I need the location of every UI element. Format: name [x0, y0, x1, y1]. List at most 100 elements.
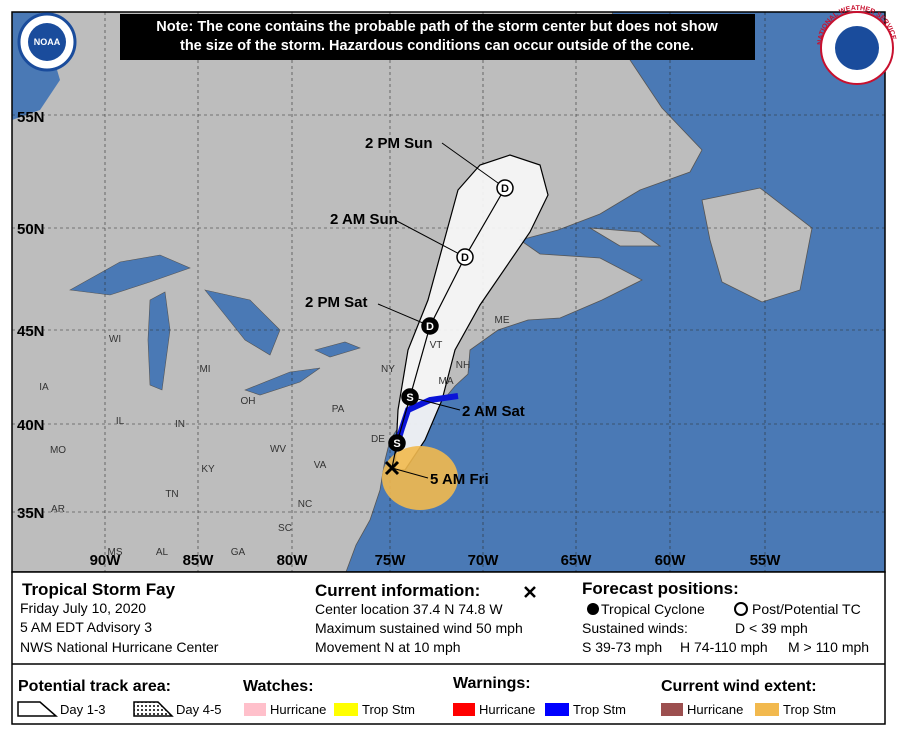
lake — [204, 289, 281, 356]
day45-icon — [133, 701, 174, 717]
swatch — [661, 703, 683, 716]
current-line: Center location 37.4 N 74.8 W — [315, 601, 503, 617]
swatch — [755, 703, 779, 716]
legend-item: Trop Stm — [362, 702, 415, 717]
state-label: PA — [332, 404, 345, 415]
current-title: Current information: — [315, 581, 480, 600]
forecast-item: Post/Potential TC — [752, 601, 861, 617]
lon-label: 55W — [750, 552, 782, 569]
storm-title: Tropical Storm Fay — [22, 580, 176, 599]
state-label: AR — [51, 504, 65, 515]
lat-label: 35N — [17, 505, 45, 522]
lon-label: 70W — [468, 552, 500, 569]
lat-label: 45N — [17, 323, 45, 340]
forecast-marker — [456, 248, 474, 266]
forecast-marker — [421, 317, 439, 335]
lon-label: 60W — [655, 552, 687, 569]
swatch — [545, 703, 569, 716]
forecast-marker — [388, 434, 406, 452]
post-icon — [734, 602, 748, 616]
map — [12, 12, 885, 572]
state-label: MS — [108, 547, 123, 558]
current-line: Maximum sustained wind 50 mph — [315, 620, 523, 636]
forecast-item: H 74-110 mph — [680, 639, 768, 655]
storm-line: NWS National Hurricane Center — [20, 639, 219, 655]
lake — [69, 254, 191, 296]
legend-title: Potential track area: — [18, 678, 171, 695]
state-label: MI — [199, 364, 210, 375]
marker-symbol: S — [393, 438, 400, 450]
lake — [147, 291, 171, 391]
state-label: OH — [241, 396, 256, 407]
time-label: 2 AM Sun — [330, 211, 398, 228]
island — [701, 187, 813, 303]
time-label: 5 AM Fri — [430, 471, 489, 488]
lake — [314, 341, 361, 358]
forecast-marker — [496, 179, 514, 197]
state-label: TN — [165, 489, 178, 500]
legend-item: Day 1-3 — [60, 702, 106, 717]
forecast-item: Tropical Cyclone — [601, 601, 705, 617]
note-line: the size of the storm. Hazardous conditi… — [180, 38, 694, 54]
lat-label: 50N — [17, 221, 45, 238]
lon-label: 75W — [375, 552, 407, 569]
lake — [244, 367, 321, 396]
legend-title: Current wind extent: — [661, 678, 817, 695]
state-label: MO — [50, 445, 66, 456]
current-icon — [524, 586, 536, 598]
note-box — [120, 14, 755, 60]
state-label: AL — [156, 547, 169, 558]
state-label: VT — [430, 340, 443, 351]
marker-symbol: S — [406, 392, 413, 404]
state-label: KY — [201, 464, 215, 475]
land — [12, 12, 703, 572]
forecast-item: M > 110 mph — [788, 639, 869, 655]
lon-label: 80W — [277, 552, 309, 569]
tc-icon — [587, 603, 599, 615]
cone — [394, 154, 549, 471]
legend-title: Warnings: — [453, 675, 531, 692]
marker-symbol: D — [426, 321, 434, 333]
time-label: 2 PM Sat — [305, 294, 368, 311]
noaa-logo-inner — [28, 23, 66, 61]
marker-symbol: D — [501, 183, 509, 195]
state-label: VA — [314, 460, 327, 471]
swatch — [453, 703, 475, 716]
time-label: 2 PM Sun — [365, 135, 433, 152]
storm-line: 5 AM EDT Advisory 3 — [20, 619, 152, 635]
state-label: IA — [39, 382, 49, 393]
marker-symbol: D — [461, 252, 469, 264]
state-label: NC — [298, 499, 312, 510]
note-line: Note: The cone contains the probable pat… — [156, 19, 718, 35]
state-label: GA — [231, 547, 246, 558]
forecast-marker — [401, 388, 419, 406]
lon-label: 65W — [561, 552, 593, 569]
forecast-item: D < 39 mph — [735, 620, 808, 636]
storm-line: Friday July 10, 2020 — [20, 600, 146, 616]
legend-item: Trop Stm — [573, 702, 626, 717]
legend-item: Hurricane — [687, 702, 743, 717]
forecast-item: S 39-73 mph — [582, 639, 662, 655]
forecast-title: Forecast positions: — [582, 579, 739, 598]
state-label: DE — [371, 434, 385, 445]
warning — [393, 393, 459, 449]
island — [589, 227, 662, 247]
state-label: IL — [116, 416, 125, 427]
wind-extent — [382, 446, 458, 510]
legend-item: Hurricane — [479, 702, 535, 717]
map-labels: 55N 50N 45N 40N 35N 90W 85W 80W 75W 70W 65W 60W 55W W… — [17, 109, 781, 569]
graticule — [12, 12, 885, 572]
current-line: Movement N at 10 mph — [315, 639, 461, 655]
state-label: ME — [495, 315, 510, 326]
state-label: WV — [270, 444, 286, 455]
legend-item: Hurricane — [270, 702, 326, 717]
legend-item: Day 4-5 — [176, 702, 222, 717]
legend-title: Watches: — [243, 678, 314, 695]
swatch — [244, 703, 266, 716]
lon-label: 85W — [183, 552, 215, 569]
noaa-text: NOAA — [34, 37, 61, 47]
swatch — [334, 703, 358, 716]
info-panel — [11, 571, 886, 725]
lat-label: 40N — [17, 417, 45, 434]
